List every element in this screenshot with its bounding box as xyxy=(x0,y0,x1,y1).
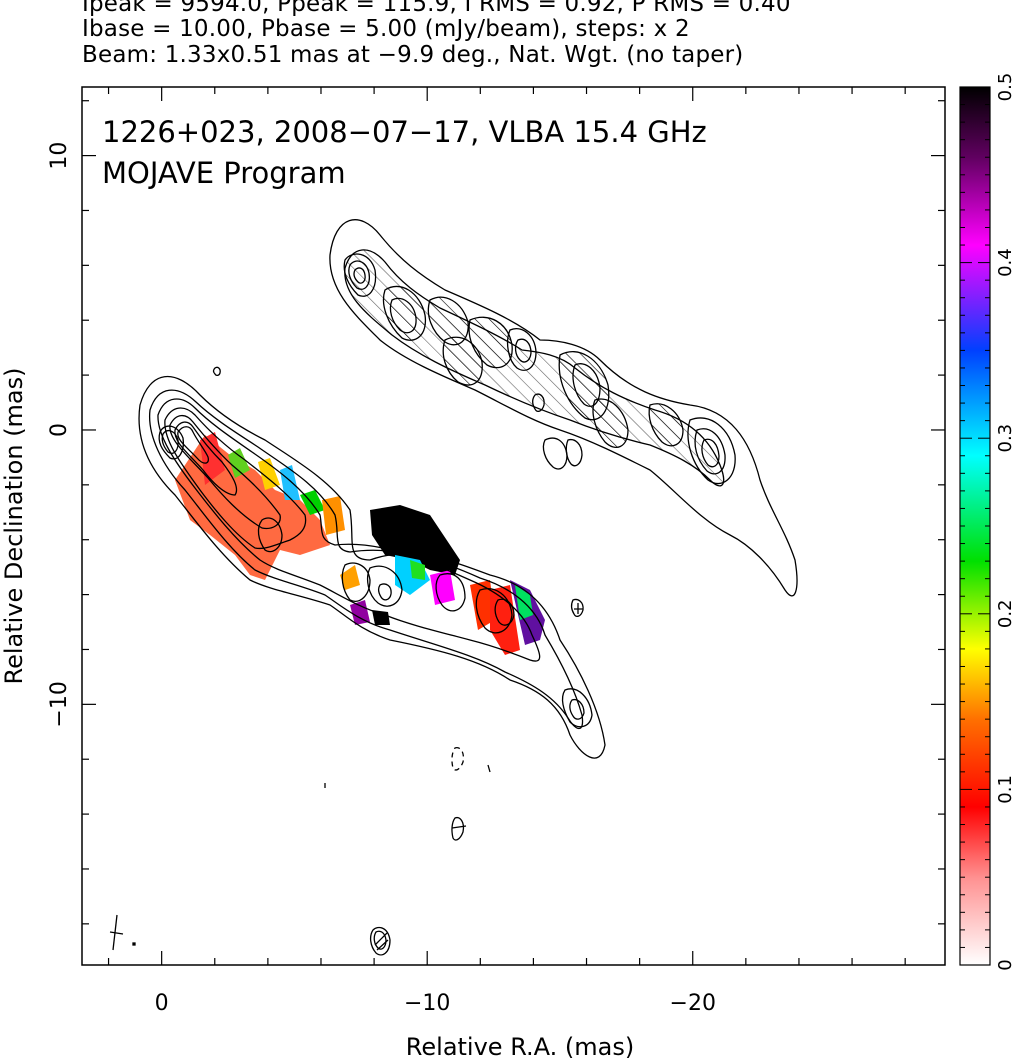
colorbar-tick-label: 0.5 xyxy=(995,73,1016,102)
beam-ellipse-marker xyxy=(109,914,136,951)
x-tick-label: 0 xyxy=(155,991,169,1016)
colorbar-tick-label: 0 xyxy=(995,959,1016,970)
plot-title-line2: MOJAVE Program xyxy=(102,156,346,190)
intensity-contours-lower xyxy=(138,376,606,956)
colorbar-tick-label: 0.1 xyxy=(995,775,1016,804)
y-axis-ticks xyxy=(82,100,945,925)
x-tick-label: −10 xyxy=(404,991,450,1016)
y-tick-label: 10 xyxy=(47,142,72,170)
y-tick-label: 0 xyxy=(47,423,72,437)
colorbar-tick-label: 0.4 xyxy=(995,248,1016,277)
colorbar-tick-labels: 0 0.1 0.2 0.3 0.4 0.5 xyxy=(995,73,1016,971)
header-stats-line: Ipeak = 9594.0, Ppeak = 115.9, I RMS = 0… xyxy=(82,0,791,17)
x-tick-labels: 0 −10 −20 xyxy=(155,991,716,1016)
polarization-hatching xyxy=(344,249,724,486)
plot-frame xyxy=(81,86,946,966)
y-tick-labels: 10 0 −10 xyxy=(47,142,72,728)
colorbar-tick-label: 0.3 xyxy=(995,424,1016,453)
x-axis-ticks xyxy=(107,87,906,965)
y-tick-label: −10 xyxy=(47,681,72,727)
colorbar-tick-label: 0.2 xyxy=(995,599,1016,628)
x-tick-label: −20 xyxy=(670,991,716,1016)
header-beam-line: Beam: 1.33x0.51 mas at −9.9 deg., Nat. W… xyxy=(82,42,744,68)
header-base-line: Ibase = 10.00, Pbase = 5.00 (mJy/beam), … xyxy=(82,16,690,42)
colorbar-ticks xyxy=(960,86,990,966)
polarization-fill xyxy=(175,432,545,655)
plot-title-line1: 1226+023, 2008−07−17, VLBA 15.4 GHz xyxy=(102,115,707,149)
x-axis-label: Relative R.A. (mas) xyxy=(406,1033,634,1060)
y-axis-label: Relative Declination (mas) xyxy=(0,367,28,684)
